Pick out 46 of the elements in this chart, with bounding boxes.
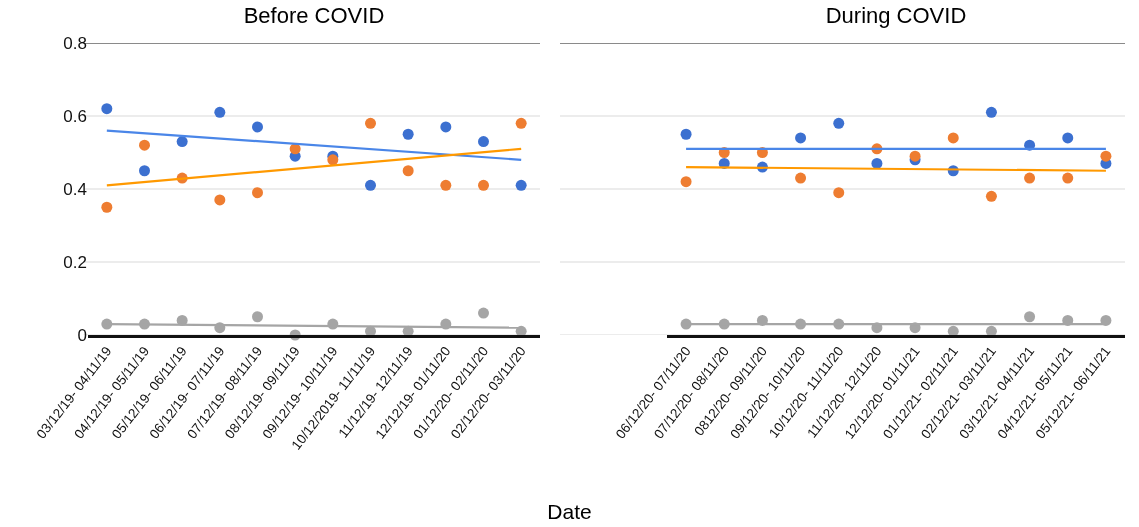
point (440, 121, 452, 133)
point (1062, 132, 1074, 144)
point (101, 201, 113, 213)
point (795, 132, 807, 144)
point (402, 165, 414, 177)
point (909, 150, 921, 162)
point (515, 117, 527, 129)
point (365, 179, 376, 191)
x-axis-title: Date (546, 500, 593, 524)
point (680, 128, 692, 140)
point (365, 117, 376, 129)
point (833, 187, 845, 199)
point (101, 103, 113, 115)
y-tick-label: 0.4 (63, 179, 87, 199)
point (1024, 311, 1036, 323)
y-tick-label: 0 (77, 325, 87, 345)
point (1062, 172, 1074, 184)
y-tick-label: 0.2 (63, 252, 87, 272)
chart-title: Before COVID (243, 3, 385, 29)
chart-title: During COVID (825, 3, 967, 29)
point (139, 165, 150, 177)
point (947, 132, 959, 144)
point (871, 157, 883, 169)
point (985, 106, 997, 118)
point (402, 128, 414, 140)
point (795, 172, 807, 184)
point (176, 136, 188, 148)
point (515, 179, 527, 191)
point (478, 136, 489, 148)
point (985, 190, 997, 202)
y-tick-label: 0.6 (63, 106, 87, 126)
point (252, 187, 263, 199)
point (139, 139, 150, 151)
point (478, 307, 489, 319)
point (214, 194, 226, 206)
y-tick-label: 0.8 (63, 33, 87, 53)
point (214, 106, 226, 118)
point (252, 121, 263, 133)
point (833, 117, 845, 129)
point (440, 179, 452, 191)
point (1024, 172, 1036, 184)
point (1100, 150, 1112, 162)
point (478, 179, 489, 191)
point (680, 176, 692, 188)
point (327, 154, 339, 166)
point (252, 311, 263, 323)
